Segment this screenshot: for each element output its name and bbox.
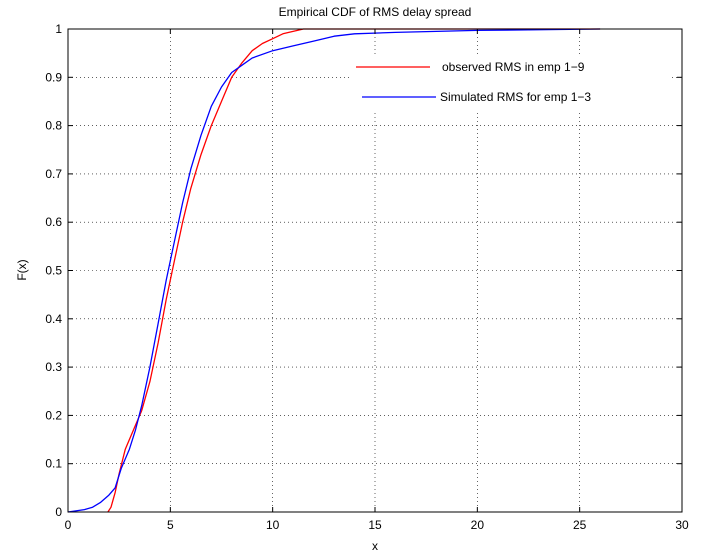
y-tick-label: 0.5: [45, 264, 62, 278]
x-axis-label: x: [372, 539, 378, 553]
x-tick-label: 0: [65, 518, 72, 532]
y-tick-label: 0.3: [45, 360, 62, 374]
series-line-1: [67, 28, 601, 513]
y-tick-label: 0.1: [45, 457, 62, 471]
y-tick-label: 0.2: [45, 408, 62, 422]
x-tick-label: 5: [167, 518, 174, 532]
y-tick-label: 0.4: [45, 312, 62, 326]
x-tick-label: 20: [471, 518, 485, 532]
legend-box: [352, 54, 670, 110]
x-tick-label: 25: [573, 518, 587, 532]
y-tick-label: 1: [55, 22, 62, 36]
y-tick-label: 0: [55, 505, 62, 519]
legend-label-simulated: Simulated RMS for emp 1−3: [440, 90, 591, 104]
x-tick-label: 15: [368, 518, 382, 532]
legend-label-observed: observed RMS in emp 1−9: [442, 60, 585, 74]
y-tick-label: 0.7: [45, 167, 62, 181]
legend: observed RMS in emp 1−9 Simulated RMS fo…: [352, 54, 670, 110]
y-tick-label: 0.8: [45, 119, 62, 133]
x-tick-label: 30: [675, 518, 689, 532]
chart-title: Empirical CDF of RMS delay spread: [279, 5, 472, 19]
x-tick-label: 10: [266, 518, 280, 532]
y-tick-label: 0.6: [45, 215, 62, 229]
series-line-0: [107, 28, 601, 513]
y-axis-label: F(x): [15, 259, 29, 280]
y-tick-label: 0.9: [45, 70, 62, 84]
series-lines: [67, 28, 601, 513]
axis-ticks: 0 5 10 15 20 25 30 0 0.1 0.2 0.3 0.4 0.5 0.6 0.7 0.8 0.9…: [45, 22, 689, 532]
